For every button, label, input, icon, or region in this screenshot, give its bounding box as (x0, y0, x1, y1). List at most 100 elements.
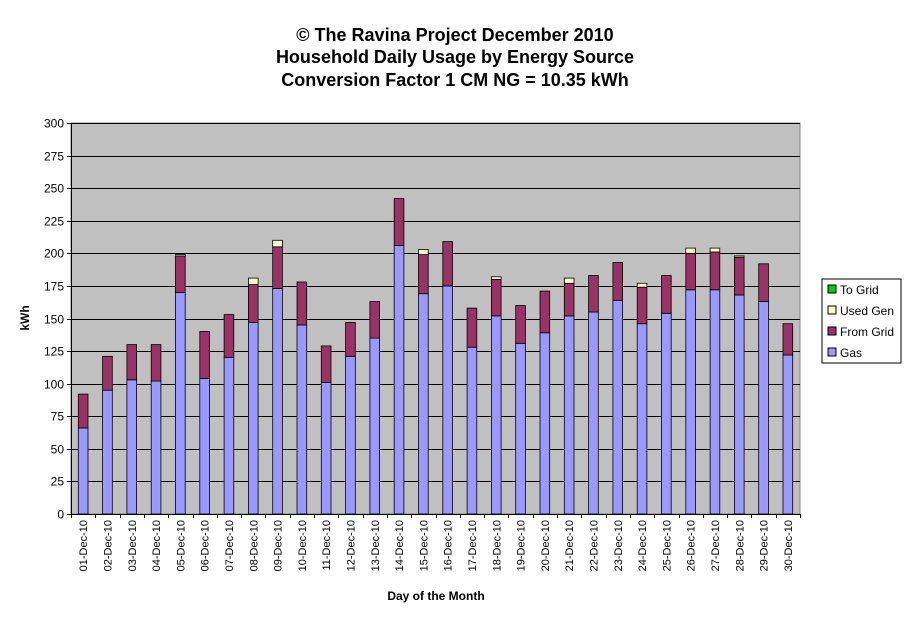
x-tick-label: 09-Dec-10 (273, 520, 285, 571)
bar-from-grid (393, 198, 405, 246)
x-tick-label: 12-Dec-10 (345, 520, 357, 571)
bar-gas (661, 312, 672, 515)
bar-from-grid (442, 241, 453, 287)
x-tick-label: 20-Dec-10 (540, 520, 552, 571)
x-tick-label: 14-Dec-10 (394, 520, 406, 571)
x-tick-label: 02-Dec-10 (102, 520, 114, 571)
x-tick-label: 24-Dec-10 (637, 520, 649, 571)
bar-gas (734, 294, 745, 515)
bar-gas (223, 357, 235, 515)
y-axis: 0 25 50 75 100 125 150 175 200 225 250 275 300 (44, 117, 72, 522)
bar-from-grid (612, 262, 624, 301)
x-tick-label: 23-Dec-10 (613, 520, 625, 571)
bar-used-gen (247, 277, 259, 286)
bar-gas (77, 427, 89, 515)
bar-gas (636, 323, 648, 515)
x-tick-label: 30-Dec-10 (783, 520, 795, 571)
bar-gas (418, 293, 429, 515)
bar-from-grid (758, 263, 769, 302)
bar-used-gen (636, 282, 648, 288)
legend-label-gas: Gas (840, 346, 862, 360)
x-tick-label: 08-Dec-10 (248, 520, 260, 571)
x-tick-label: 21-Dec-10 (564, 520, 576, 571)
bar-gas (126, 379, 138, 515)
bar-gas (199, 378, 210, 515)
y-tick-label: 200 (44, 247, 64, 261)
bar-gas (247, 321, 259, 515)
bar-from-grid (490, 278, 502, 317)
bar-used-gen (418, 248, 429, 255)
bar-gas (320, 381, 332, 515)
y-tick-label: 125 (44, 345, 64, 359)
x-tick-label: 05-Dec-10 (175, 520, 187, 571)
bar-gas (102, 389, 113, 515)
x-tick-label: 03-Dec-10 (127, 520, 139, 571)
bar-from-grid (320, 345, 332, 383)
bar-gas (782, 354, 794, 515)
bar-from-grid (175, 255, 186, 293)
bar-gas (758, 301, 769, 515)
x-tick-label: 04-Dec-10 (151, 520, 163, 571)
bar-from-grid (636, 286, 648, 325)
bar-from-grid (515, 305, 526, 344)
bar-used-gen (175, 254, 186, 257)
y-tick-label: 275 (44, 150, 64, 164)
x-tick-label: 11-Dec-10 (321, 520, 333, 571)
legend: To Grid Used Gen From Grid Gas (821, 278, 902, 364)
bar-from-grid (466, 307, 478, 348)
bar-from-grid (685, 252, 696, 291)
bar-from-grid (150, 344, 162, 382)
bar-gas (588, 311, 599, 515)
bar-gas (296, 324, 308, 515)
bar-from-grid (126, 344, 138, 381)
bar-from-grid (247, 284, 259, 323)
x-tick-label: 17-Dec-10 (467, 520, 479, 571)
bar-from-grid (588, 275, 599, 313)
bar-used-gen (685, 247, 696, 254)
x-tick-label: 26-Dec-10 (686, 520, 698, 571)
bar-from-grid (296, 281, 308, 326)
chart-title-line-2: Household Daily Usage by Energy Source (276, 47, 634, 67)
x-axis-title: Day of the Month (387, 589, 484, 603)
bar-gas (393, 245, 405, 515)
y-tick-label: 100 (44, 378, 64, 392)
x-tick-label: 27-Dec-10 (710, 520, 722, 571)
y-tick-label: 0 (57, 508, 64, 522)
bar-from-grid (272, 246, 283, 289)
legend-swatch-gas (827, 347, 837, 357)
bar-used-gen (709, 247, 721, 253)
bar-from-grid (563, 282, 575, 317)
x-tick-label: 19-Dec-10 (516, 520, 528, 571)
bar-from-grid (199, 331, 210, 379)
legend-label-used-gen: Used Gen (840, 304, 894, 318)
y-tick-label: 150 (44, 313, 64, 327)
bar-gas (369, 337, 380, 515)
bar-from-grid (102, 355, 113, 391)
x-tick-label: 06-Dec-10 (200, 520, 212, 571)
x-tick-label: 22-Dec-10 (588, 520, 600, 571)
bar-used-gen (272, 239, 283, 248)
x-tick-label: 29-Dec-10 (759, 520, 771, 571)
x-tick-label: 28-Dec-10 (734, 520, 746, 571)
x-axis: 01-Dec-10 02-Dec-10 03-Dec-10 04-Dec-10 05-D… (71, 514, 801, 571)
x-tick-label: 01-Dec-10 (78, 520, 90, 571)
bar-used-gen (734, 255, 745, 258)
bar-from-grid (782, 323, 794, 356)
bar-gas (563, 315, 575, 515)
y-tick-label: 250 (44, 182, 64, 196)
bar-from-grid (369, 301, 380, 339)
bar-gas (612, 299, 624, 515)
bar-gas (442, 285, 453, 515)
legend-label-to-grid: To Grid (840, 283, 879, 297)
bar-gas (709, 289, 721, 515)
bar-used-gen (563, 277, 575, 284)
bar-gas (515, 342, 526, 515)
bar-gas (150, 380, 162, 515)
bar-used-gen (490, 276, 502, 280)
bar-from-grid (345, 321, 356, 357)
bar-from-grid (734, 256, 745, 296)
legend-swatch-from-grid (827, 326, 837, 336)
bar-gas (466, 346, 478, 515)
bar-gas (539, 332, 551, 515)
